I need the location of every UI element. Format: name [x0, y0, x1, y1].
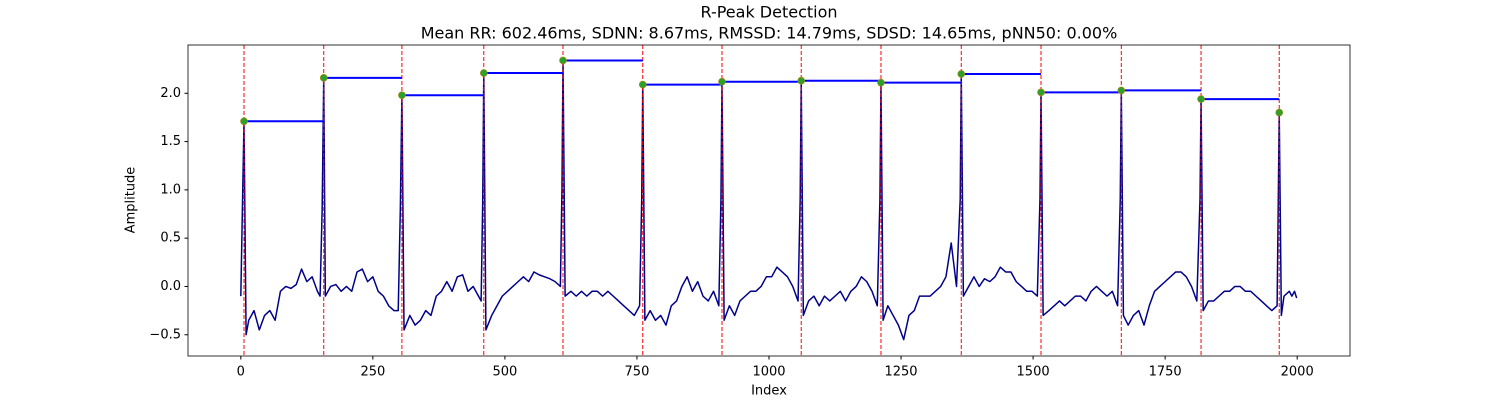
- y-tick-label: 1.0: [160, 182, 181, 197]
- y-tick-label: 2.0: [160, 86, 181, 101]
- chart-title: R-Peak Detection: [700, 3, 837, 22]
- r-peak: [718, 77, 726, 86]
- r-peak: [877, 78, 885, 87]
- r-peak: [797, 76, 806, 85]
- r-peak: [398, 91, 406, 100]
- y-tick-label: 0.0: [160, 279, 181, 294]
- x-tick-label: 1500: [1017, 365, 1050, 380]
- r-peak: [957, 70, 966, 78]
- plot-frame: [187, 44, 1351, 357]
- r-peak: [319, 74, 328, 82]
- x-tick-label: 2000: [1281, 365, 1314, 380]
- signal-line: [240, 59, 1298, 341]
- x-tick-label: 750: [625, 365, 650, 380]
- x-tick-label: 1000: [752, 365, 785, 380]
- x-tick-label: 250: [360, 365, 385, 380]
- x-tick-label: 0: [237, 365, 245, 380]
- x-tick-label: 1250: [884, 365, 917, 380]
- r-peak: [559, 56, 567, 65]
- r-peak: [1117, 86, 1126, 95]
- r-peak: [1037, 88, 1045, 97]
- y-tick-label: −0.5: [149, 327, 181, 342]
- x-tick-label: 1750: [1149, 365, 1182, 380]
- y-tick-label: 1.5: [160, 134, 181, 149]
- y-axis-label: Amplitude: [124, 167, 139, 234]
- r-peak: [240, 117, 248, 126]
- x-axis-label: Index: [751, 384, 787, 399]
- x-tick-label: 500: [492, 365, 517, 380]
- r-peak: [479, 69, 488, 77]
- r-peak: [1275, 108, 1284, 117]
- r-peak: [1197, 95, 1205, 103]
- chart-subtitle: Mean RR: 602.46ms, SDNN: 8.67ms, RMSSD: …: [421, 24, 1118, 43]
- y-tick-label: 0.5: [160, 231, 181, 246]
- r-peak: [638, 80, 647, 89]
